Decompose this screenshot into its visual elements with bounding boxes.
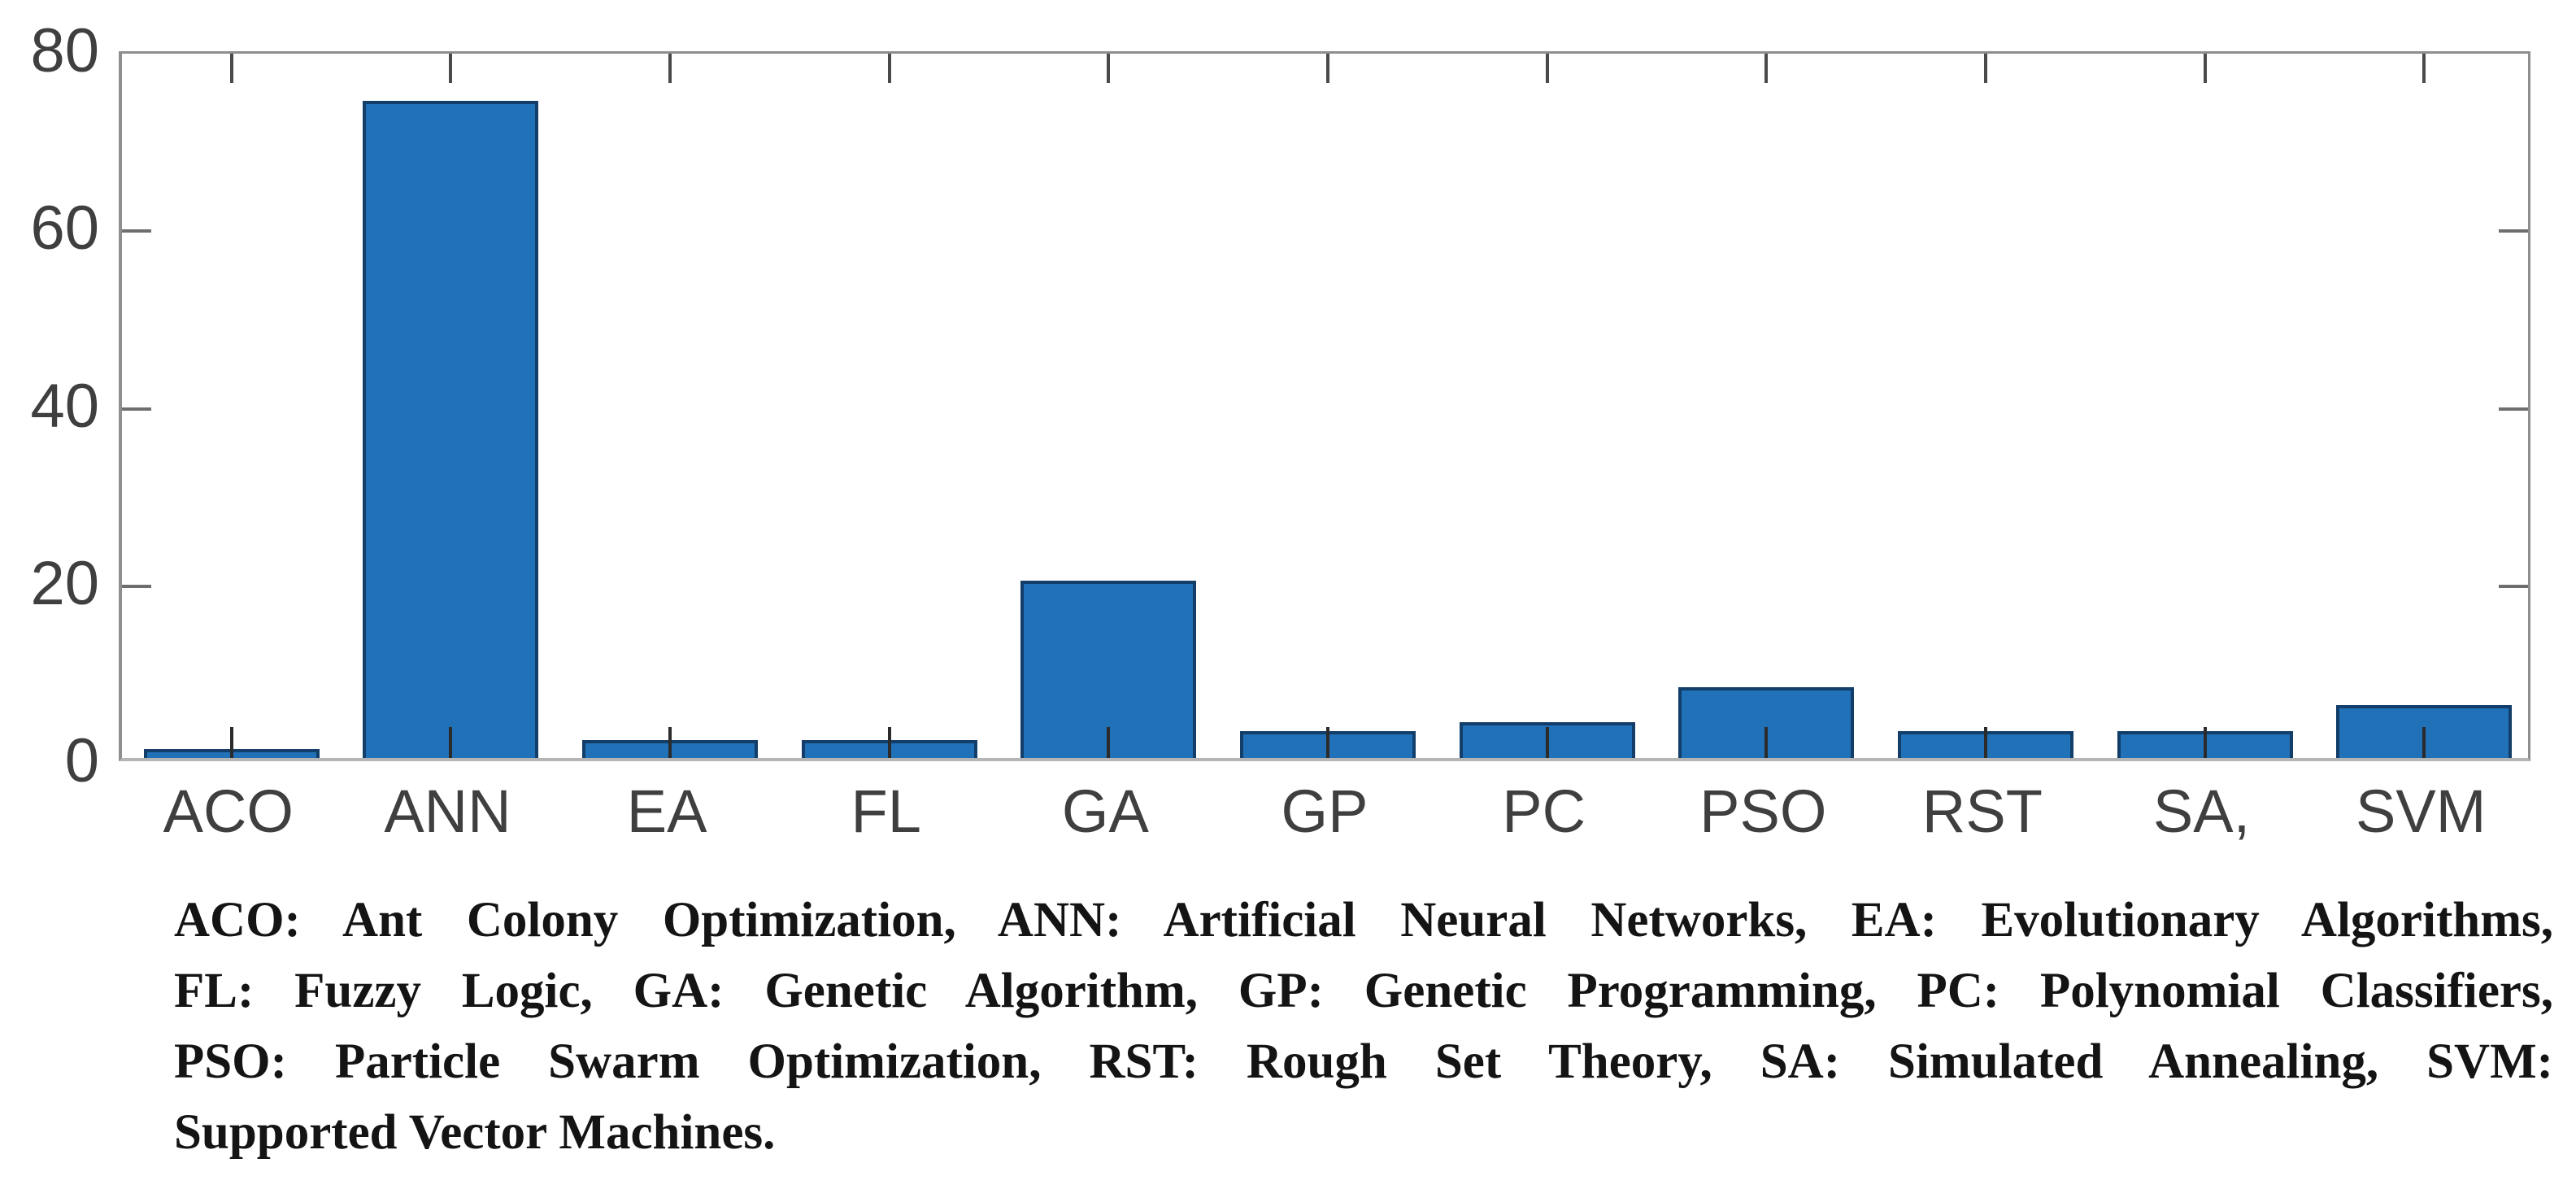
x-tick-mark-top — [229, 54, 233, 83]
x-tick-mark — [887, 727, 891, 758]
x-axis-label: EA — [626, 777, 707, 845]
x-tick-mark-top — [668, 54, 672, 83]
y-axis-label: 40 — [30, 372, 99, 441]
x-tick-mark-top — [1326, 54, 1329, 83]
x-tick-mark — [1107, 727, 1111, 758]
x-axis-label: SA, — [2152, 777, 2251, 845]
x-axis-label: PC — [1502, 777, 1586, 845]
x-tick-mark — [2203, 727, 2207, 758]
bar — [363, 101, 539, 758]
y-tick-mark-right — [2499, 585, 2528, 588]
x-tick-mark-top — [1983, 54, 1987, 83]
y-axis-label: 60 — [30, 194, 99, 263]
y-tick-mark-left — [122, 585, 151, 588]
caption-line: FL: Fuzzy Logic, GA: Genetic Algorithm, … — [174, 964, 2553, 1018]
x-tick-mark — [449, 727, 453, 758]
x-tick-mark-top — [449, 54, 453, 83]
x-axis-label: ANN — [384, 777, 511, 845]
x-axis-label: SVM — [2355, 777, 2487, 845]
y-axis-label: 20 — [30, 549, 99, 618]
x-axis-label: GP — [1281, 777, 1368, 845]
y-axis-label: 0 — [64, 726, 99, 795]
x-tick-mark — [1764, 727, 1769, 758]
y-tick-mark-right — [2499, 407, 2528, 411]
y-axis-label: 80 — [30, 16, 99, 85]
x-tick-mark-top — [1107, 54, 1111, 83]
x-tick-mark — [2422, 727, 2426, 758]
x-axis-label: PSO — [1699, 777, 1827, 845]
x-tick-mark-top — [2422, 54, 2426, 83]
x-axis-label: ACO — [163, 777, 294, 845]
y-tick-mark-left — [122, 407, 151, 411]
x-tick-mark — [229, 727, 233, 758]
x-tick-mark — [1983, 727, 1987, 758]
caption-line: ACO: Ant Colony Optimization, ANN: Artif… — [174, 893, 2553, 947]
x-tick-mark-top — [887, 54, 891, 83]
x-axis-label: RST — [1921, 777, 2043, 845]
figure-caption: ACO: Ant Colony Optimization, ANN: Artif… — [174, 885, 2553, 1168]
x-tick-mark — [1326, 727, 1329, 758]
y-tick-mark-right — [2499, 229, 2528, 233]
y-tick-mark-left — [122, 229, 151, 233]
x-tick-mark-top — [1764, 54, 1769, 83]
caption-line: Supported Vector Machines. — [174, 1105, 776, 1160]
x-axis-label: FL — [851, 777, 921, 845]
x-tick-mark — [1545, 727, 1549, 758]
x-tick-mark-top — [1545, 54, 1549, 83]
x-tick-mark — [668, 727, 672, 758]
x-tick-mark-top — [2203, 54, 2207, 83]
bar-chart-plot-area — [119, 51, 2530, 761]
x-axis-label: GA — [1061, 777, 1149, 845]
caption-line: PSO: Particle Swarm Optimization, RST: R… — [174, 1034, 2553, 1089]
